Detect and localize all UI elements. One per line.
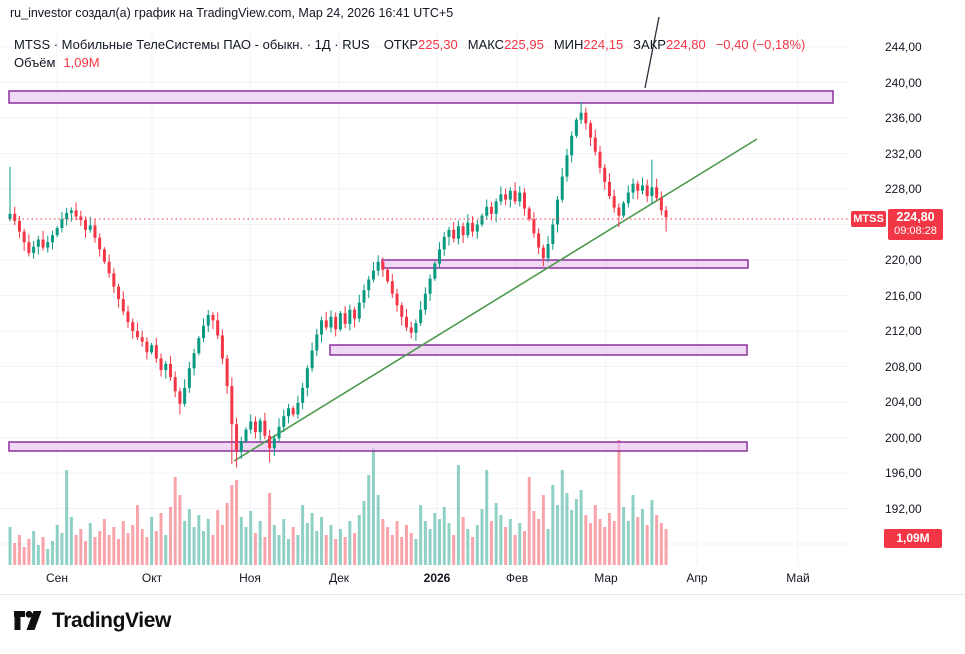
time-axis-label: Апр xyxy=(686,571,708,585)
time-axis-label: Сен xyxy=(46,571,68,585)
price-axis-label: 192,00 xyxy=(885,501,922,516)
price-zone-band[interactable] xyxy=(381,259,749,269)
bar-countdown: 09:08:28 xyxy=(894,225,937,237)
time-axis-label: Дек xyxy=(328,571,350,585)
time-axis-label: Мар xyxy=(594,571,618,585)
low-field: МИН224,15 xyxy=(553,37,624,52)
volume-layer xyxy=(8,440,668,565)
price-axis-label: 204,00 xyxy=(885,395,922,409)
annotation-line[interactable] xyxy=(644,16,660,89)
change-value: −0,40 (−0,18%) xyxy=(715,37,806,52)
candles-layer xyxy=(8,102,668,468)
price-zone-band[interactable] xyxy=(8,90,834,104)
volume-label[interactable]: Объём xyxy=(14,55,56,70)
time-axis-label: Фев xyxy=(505,571,529,585)
tradingview-logo[interactable]: TradingView xyxy=(13,608,171,633)
close-field: ЗАКР224,80 xyxy=(633,37,706,52)
price-axis-label: 216,00 xyxy=(885,288,922,303)
price-axis-label: 240,00 xyxy=(885,75,922,90)
last-price-value: 224,80 xyxy=(896,210,935,224)
price-axis-label: 212,00 xyxy=(885,324,922,338)
price-axis-label: 196,00 xyxy=(885,466,922,480)
tradingview-logo-icon xyxy=(14,610,42,630)
price-axis-label: 232,00 xyxy=(885,146,922,161)
price-axis-label: 208,00 xyxy=(885,359,922,374)
price-zone-band[interactable] xyxy=(329,344,748,356)
price-axis-label: 200,00 xyxy=(885,430,922,445)
grid-layer xyxy=(0,30,848,565)
open-field: ОТКР225,30 xyxy=(383,37,458,52)
time-axis-label: Ноя xyxy=(239,571,261,585)
symbol-title[interactable]: MTSS · Мобильные ТелеСистемы ПАО - обыкн… xyxy=(14,37,370,52)
chart-bottom-border xyxy=(0,594,965,595)
time-axis-label: 2026 xyxy=(423,571,451,585)
time-axis-label: Май xyxy=(786,571,810,585)
trendline[interactable] xyxy=(233,138,758,462)
tradingview-logo-text: TradingView xyxy=(52,608,171,632)
volume-axis-badge: 1,09М xyxy=(884,529,942,548)
price-axis-label: 244,00 xyxy=(885,40,922,54)
chart-attribution: ru_investor создал(а) график на TradingV… xyxy=(10,6,454,20)
price-line-symbol-tag: MTSS xyxy=(851,211,886,227)
price-axis-label: 220,00 xyxy=(885,253,922,267)
price-axis-label: 228,00 xyxy=(885,182,922,196)
time-axis-label: Окт xyxy=(141,571,163,585)
volume-legend: Объём 1,09М xyxy=(14,55,100,70)
resistance-bands[interactable] xyxy=(8,90,834,452)
last-price-badge: 224,80 09:08:28 xyxy=(888,209,943,240)
volume-value: 1,09М xyxy=(63,55,100,70)
symbol-legend: MTSS · Мобильные ТелеСистемы ПАО - обыкн… xyxy=(14,37,805,52)
price-zone-band[interactable] xyxy=(8,441,748,452)
price-axis-label: 236,00 xyxy=(885,111,922,125)
high-field: МАКС225,95 xyxy=(467,37,544,52)
